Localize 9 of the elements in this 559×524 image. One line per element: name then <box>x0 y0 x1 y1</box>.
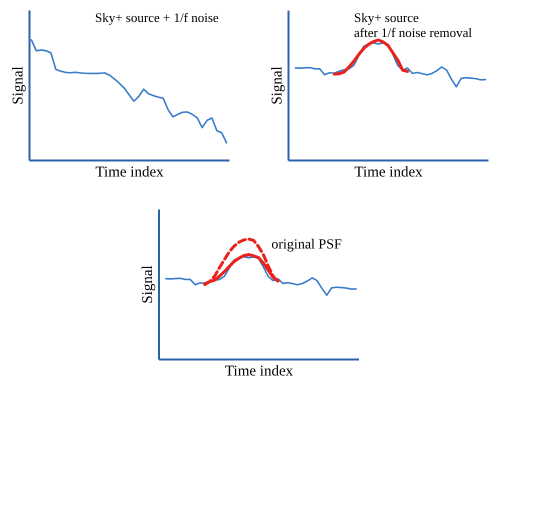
x-axis-title: Time index <box>354 164 424 180</box>
y-axis-title: Signal <box>10 66 26 105</box>
series-label: original PSF <box>271 238 342 253</box>
text: Sky+ source + 1/f noise <box>95 10 219 25</box>
x-axis-title: Time index <box>224 364 294 380</box>
x-axis-title: Time index <box>95 164 164 180</box>
annotation: Sky+ source after 1/f noise removal <box>354 10 472 40</box>
y-axis-title: Signal <box>270 66 286 105</box>
y-axis-title: Signal <box>140 265 156 304</box>
